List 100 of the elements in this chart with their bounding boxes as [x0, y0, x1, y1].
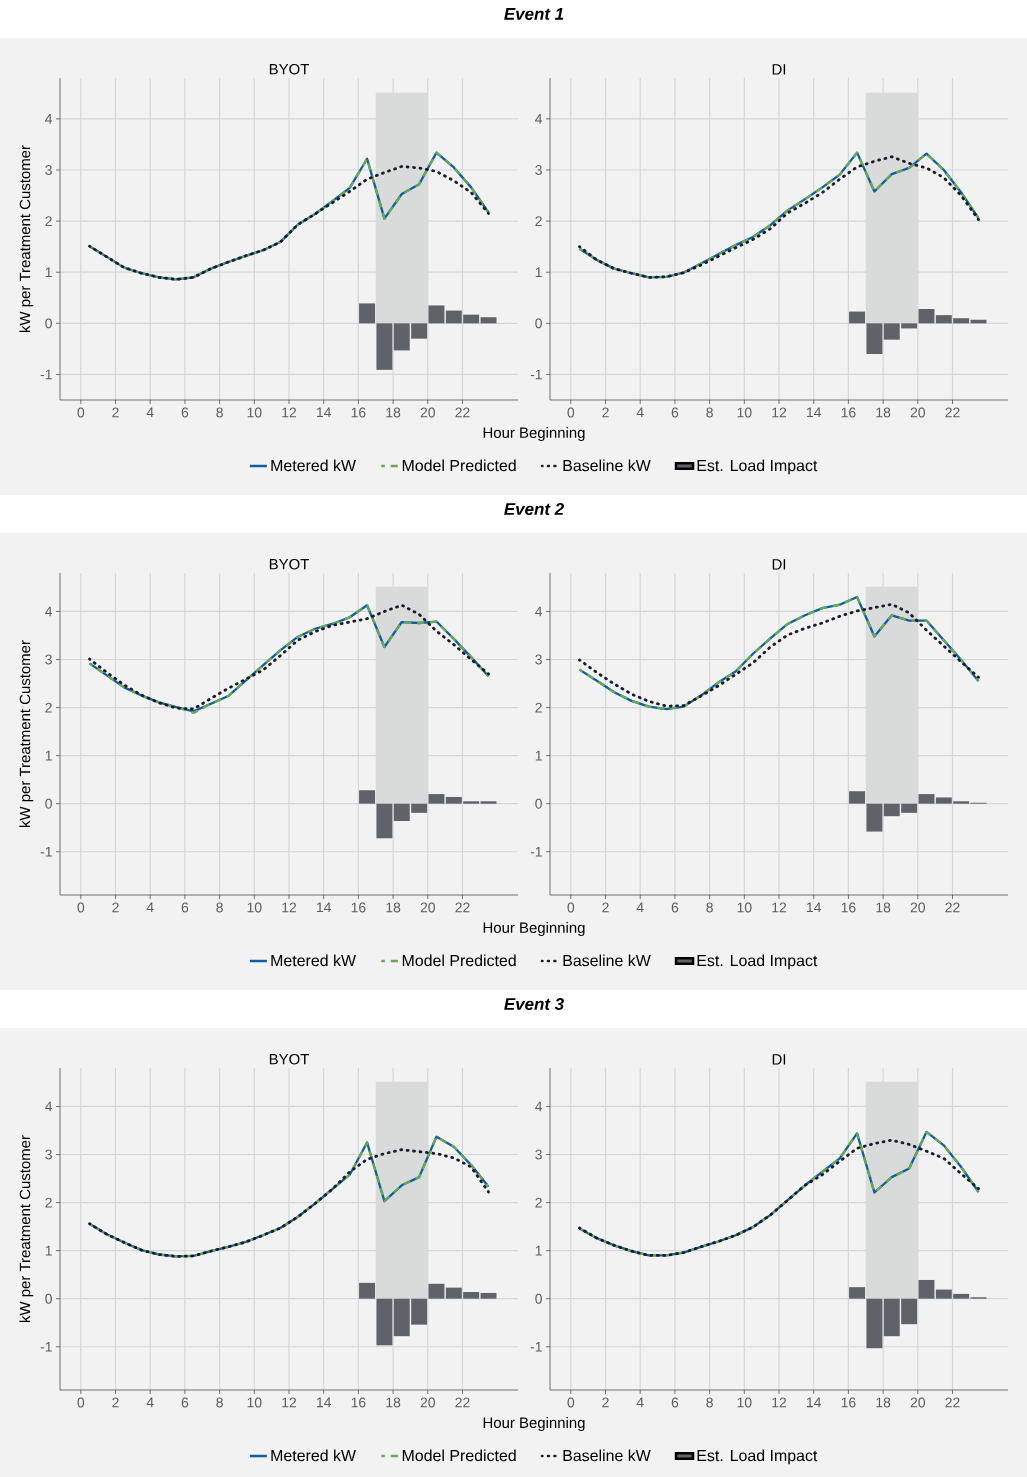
y-tick-label: 4 — [45, 114, 53, 124]
x-tick-label: 22 — [945, 902, 960, 913]
x-tick-label: 20 — [910, 1397, 926, 1408]
y-tick-label: 3 — [535, 654, 542, 665]
x-tick-label: 12 — [772, 1397, 787, 1408]
x-tick-label: 4 — [146, 902, 154, 913]
x-tick-label: 2 — [112, 902, 119, 913]
x-tick-label: 14 — [807, 407, 822, 418]
y-axis-title: kW per Treatment Customer — [19, 145, 34, 332]
x-tick-label: 14 — [317, 407, 332, 418]
x-tick-label: 18 — [876, 902, 891, 913]
x-tick-label: 0 — [77, 407, 85, 418]
y-tick-label: 0 — [535, 1293, 542, 1304]
bar — [428, 1283, 445, 1299]
x-tick-label: 4 — [146, 1397, 154, 1408]
x-tick-label: 20 — [910, 407, 926, 418]
x-tick-label: 14 — [317, 1397, 332, 1408]
y-tick-label: 4 — [535, 606, 543, 617]
x-tick-label: 2 — [112, 1397, 119, 1408]
x-tick-label: 12 — [282, 1397, 297, 1408]
y-tick-label: -1 — [530, 846, 542, 857]
x-tick-label: 12 — [772, 902, 787, 913]
bar — [428, 305, 445, 324]
bar — [918, 1279, 935, 1299]
legend-label: Model Predicted — [402, 954, 516, 967]
x-tick-label: 22 — [945, 407, 960, 418]
x-tick-label: 10 — [247, 407, 262, 418]
x-tick-label: 22 — [455, 407, 470, 418]
x-tick-label: 22 — [455, 902, 470, 913]
x-tick-label: 4 — [636, 407, 644, 418]
y-tick-label: 0 — [45, 1293, 52, 1304]
x-axis-title: Hour Beginning — [483, 1417, 585, 1431]
bar — [359, 303, 376, 324]
x-tick-label: 6 — [671, 1397, 679, 1408]
x-tick-label: 10 — [737, 902, 752, 913]
bar — [866, 803, 883, 832]
y-tick-label: -1 — [40, 1341, 52, 1352]
x-tick-label: 6 — [671, 902, 679, 913]
y-tick-label: 4 — [45, 606, 53, 617]
x-tick-label: 8 — [706, 902, 713, 913]
x-tick-label: 2 — [602, 407, 609, 418]
x-tick-label: 6 — [181, 407, 189, 418]
bar — [480, 801, 497, 804]
chart-subtitle: BYOT — [269, 1053, 309, 1065]
x-tick-label: 14 — [807, 902, 822, 913]
x-axis-title: Hour Beginning — [483, 922, 585, 936]
y-tick-label: 0 — [535, 318, 542, 329]
x-tick-label: 20 — [420, 407, 436, 418]
chart-title: Event 1 — [504, 8, 564, 20]
y-tick-label: 3 — [535, 165, 542, 175]
y-tick-label: 2 — [45, 216, 52, 226]
bar — [376, 803, 393, 839]
chart-title: Event 3 — [504, 998, 564, 1011]
x-tick-label: 12 — [282, 407, 297, 418]
x-tick-label: 16 — [841, 1397, 856, 1408]
y-tick-label: 0 — [535, 798, 542, 809]
x-tick-label: 6 — [181, 902, 189, 913]
bar — [849, 1287, 866, 1299]
y-axis-title: kW per Treatment Customer — [19, 640, 34, 827]
y-tick-label: 2 — [45, 702, 52, 713]
x-tick-label: 8 — [216, 407, 223, 418]
x-tick-label: 18 — [386, 407, 401, 418]
x-tick-label: 0 — [77, 1397, 85, 1408]
x-tick-label: 10 — [737, 1397, 752, 1408]
y-tick-label: 1 — [45, 750, 52, 761]
legend-label: Baseline kW — [563, 954, 651, 967]
x-tick-label: 20 — [420, 1397, 436, 1408]
legend-label: Baseline kW — [563, 459, 651, 472]
x-tick-label: 18 — [876, 1397, 891, 1408]
x-tick-label: 22 — [945, 1397, 960, 1408]
x-tick-label: 18 — [386, 1397, 401, 1408]
y-tick-label: 4 — [535, 114, 543, 124]
x-tick-label: 20 — [420, 902, 436, 913]
y-tick-label: 0 — [45, 798, 52, 809]
x-tick-label: 4 — [636, 902, 644, 913]
x-tick-label: 16 — [351, 1397, 366, 1408]
y-tick-label: 4 — [45, 1101, 53, 1112]
bar — [866, 1298, 883, 1349]
bar — [376, 323, 393, 370]
chart-subtitle: DI — [772, 1054, 786, 1065]
y-tick-label: 3 — [535, 1149, 542, 1160]
bar — [866, 323, 883, 354]
bar — [918, 794, 935, 804]
legend-label: Metered kW — [271, 1449, 356, 1462]
legend-label: Metered kW — [271, 459, 356, 472]
y-tick-label: 1 — [45, 267, 52, 278]
y-tick-label: -1 — [40, 846, 52, 857]
y-tick-label: 1 — [535, 750, 542, 761]
legend-label: Model Predicted — [402, 459, 516, 472]
legend-label: Metered kW — [271, 954, 356, 967]
x-tick-label: 4 — [636, 1397, 644, 1408]
x-tick-label: 12 — [772, 407, 787, 418]
bar — [359, 1282, 376, 1299]
legend-label: Est. Load Impact — [697, 459, 818, 475]
x-tick-label: 8 — [706, 407, 713, 418]
x-tick-label: 8 — [216, 1397, 223, 1408]
bar — [359, 790, 376, 804]
chart-subtitle: DI — [772, 559, 786, 570]
x-tick-label: 16 — [841, 407, 856, 418]
x-tick-label: 6 — [181, 1397, 189, 1408]
